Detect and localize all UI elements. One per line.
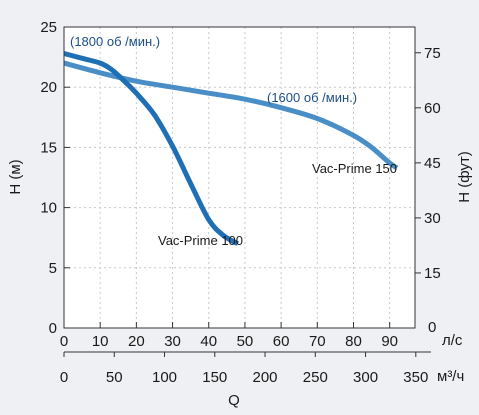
x-axis-label: Q (228, 392, 240, 409)
y-tick-label-left: 15 (40, 139, 57, 156)
tick-labels: 0 10 20 30 40 50 60 70 80 90 0 5 10 15 20 25 15 30 45 60 75 0… (40, 19, 440, 386)
curves (63, 51, 399, 246)
y-tick-label-right: 30 (424, 210, 441, 227)
x-tick-label: 0 (60, 333, 68, 350)
y-tick-label-left: 5 (49, 260, 57, 277)
y-tick-label-right: 15 (424, 265, 441, 282)
x-tick-label: 70 (309, 333, 326, 350)
y-axis-label-left: H (м) (7, 159, 24, 194)
x-tick-label-secondary: 200 (253, 369, 278, 386)
x-tick-label: 40 (200, 333, 217, 350)
series-label-vac-prime-150: Vac-Prime 150 (312, 161, 397, 176)
curve-vac-prime-100 (63, 51, 239, 246)
grid (64, 27, 415, 328)
y-tick-label-left: 20 (40, 79, 57, 96)
x-tick-label: 90 (381, 333, 398, 350)
x-unit-secondary: м³/ч (437, 368, 464, 385)
y-tick-label-right: 75 (424, 45, 441, 62)
x-tick-label: 20 (128, 333, 145, 350)
y-tick-label-left: 25 (40, 19, 57, 36)
series-label-vac-prime-100: Vac-Prime 100 (158, 233, 243, 248)
x-tick-label-secondary: 300 (353, 369, 378, 386)
curve-vac-prime-150 (63, 60, 399, 171)
x-tick-label: 80 (345, 333, 362, 350)
x-tick-label: 60 (273, 333, 290, 350)
y-tick-label-left: 0 (49, 320, 57, 337)
speed-label-vac-prime-100: (1800 об /мин.) (70, 34, 160, 49)
x-tick-label: 30 (164, 333, 181, 350)
x-tick-label-secondary: 250 (303, 369, 328, 386)
y-tick-label-left: 10 (40, 200, 57, 217)
axes (63, 26, 431, 357)
x-tick-label-secondary: 0 (60, 369, 68, 386)
y-tick-label-right: 45 (424, 155, 441, 172)
x-tick-label-secondary: 50 (106, 369, 123, 386)
y-tick-label-right-zero: 0 (428, 319, 436, 336)
x-tick-label-secondary: 100 (152, 369, 177, 386)
y-axis-label-right: H (фут) (456, 151, 473, 203)
plot-border (63, 26, 416, 329)
x-tick-label-secondary: 150 (202, 369, 227, 386)
x-tick-label: 10 (92, 333, 109, 350)
y-tick-label-right: 60 (424, 100, 441, 117)
x-tick-label-secondary: 350 (403, 369, 428, 386)
x-unit-primary: л/с (442, 332, 463, 349)
x-tick-label: 50 (237, 333, 254, 350)
speed-label-vac-prime-150: (1600 об /мин.) (267, 90, 357, 105)
